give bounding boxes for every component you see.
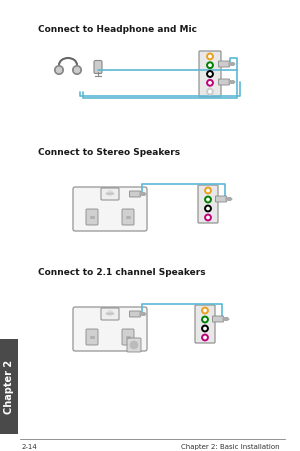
FancyBboxPatch shape <box>218 80 230 86</box>
FancyBboxPatch shape <box>122 210 134 226</box>
FancyBboxPatch shape <box>215 197 226 202</box>
Circle shape <box>56 69 61 74</box>
Circle shape <box>207 80 213 87</box>
Text: Connect to Stereo Speakers: Connect to Stereo Speakers <box>38 147 180 156</box>
Circle shape <box>207 63 213 69</box>
Circle shape <box>207 208 209 210</box>
Text: Connect to Headphone and Mic: Connect to Headphone and Mic <box>38 25 197 34</box>
FancyBboxPatch shape <box>199 52 221 98</box>
FancyArrow shape <box>223 318 229 321</box>
Circle shape <box>202 326 208 332</box>
FancyBboxPatch shape <box>86 210 98 226</box>
Circle shape <box>204 310 206 312</box>
Circle shape <box>130 341 138 349</box>
Text: Chapter 2: Basic Installation: Chapter 2: Basic Installation <box>182 443 280 449</box>
FancyBboxPatch shape <box>86 329 98 345</box>
FancyArrow shape <box>229 63 235 66</box>
Circle shape <box>207 217 209 219</box>
Circle shape <box>209 83 211 85</box>
Circle shape <box>107 191 112 196</box>
FancyBboxPatch shape <box>94 61 102 74</box>
Circle shape <box>202 317 208 323</box>
FancyBboxPatch shape <box>198 186 218 224</box>
FancyBboxPatch shape <box>101 308 119 320</box>
Circle shape <box>204 318 206 321</box>
Circle shape <box>207 199 209 201</box>
FancyBboxPatch shape <box>0 339 18 434</box>
FancyBboxPatch shape <box>127 338 141 352</box>
FancyBboxPatch shape <box>73 188 147 231</box>
Circle shape <box>205 215 211 221</box>
Circle shape <box>209 91 211 94</box>
FancyBboxPatch shape <box>218 62 230 68</box>
Circle shape <box>205 206 211 212</box>
FancyBboxPatch shape <box>195 305 215 343</box>
FancyArrow shape <box>140 193 146 196</box>
Text: Chapter 2: Chapter 2 <box>4 359 14 413</box>
FancyArrow shape <box>226 198 232 201</box>
Text: 2-14: 2-14 <box>22 443 38 449</box>
Circle shape <box>205 197 211 203</box>
Text: Connect to 2.1 channel Speakers: Connect to 2.1 channel Speakers <box>38 267 206 276</box>
FancyArrow shape <box>140 313 146 316</box>
Circle shape <box>207 54 213 60</box>
FancyBboxPatch shape <box>212 316 224 322</box>
FancyBboxPatch shape <box>122 329 134 345</box>
FancyBboxPatch shape <box>101 189 119 201</box>
Circle shape <box>204 336 206 339</box>
Circle shape <box>207 89 213 96</box>
Circle shape <box>202 308 208 314</box>
FancyBboxPatch shape <box>73 307 147 351</box>
FancyBboxPatch shape <box>130 192 140 198</box>
Circle shape <box>107 311 112 316</box>
Circle shape <box>209 65 211 67</box>
FancyArrow shape <box>229 81 235 84</box>
Circle shape <box>207 72 213 78</box>
Circle shape <box>207 190 209 192</box>
FancyBboxPatch shape <box>130 311 140 318</box>
Circle shape <box>205 188 211 194</box>
Circle shape <box>209 56 211 59</box>
Circle shape <box>204 327 206 330</box>
Circle shape <box>202 335 208 341</box>
Circle shape <box>209 74 211 76</box>
Circle shape <box>74 69 80 74</box>
